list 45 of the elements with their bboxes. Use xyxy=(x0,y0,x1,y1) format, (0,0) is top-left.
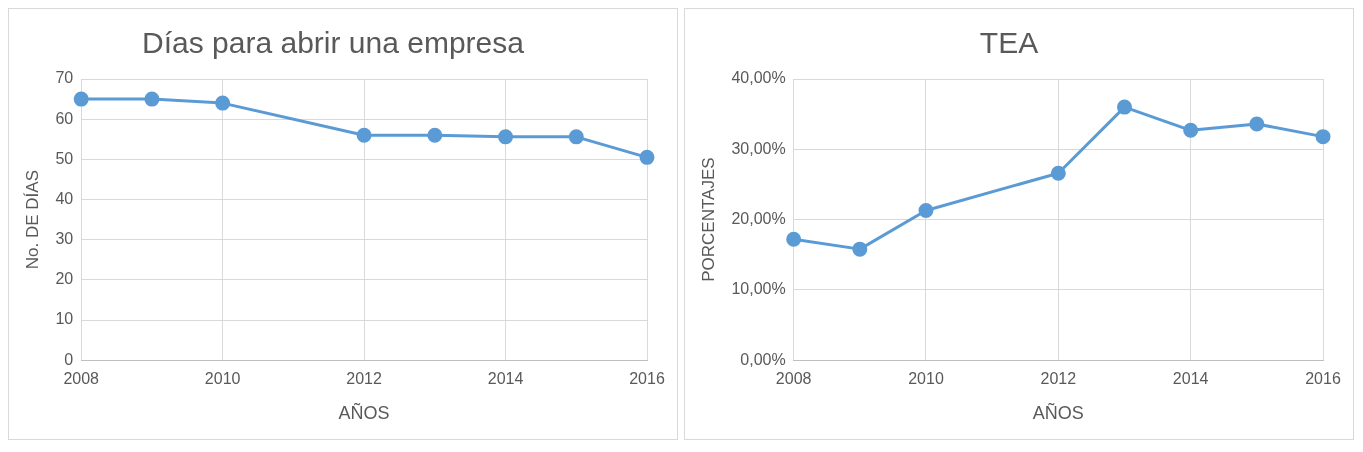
y-tick-label: 40 xyxy=(55,189,74,207)
y-tick-label: 10,00% xyxy=(731,280,786,298)
y-tick-label: 40,00% xyxy=(731,69,786,87)
y-tick-label: 50 xyxy=(55,149,74,167)
x-axis-title: AÑOS xyxy=(1032,402,1084,424)
y-tick-label: 30,00% xyxy=(731,139,786,157)
y-tick-label: 0,00% xyxy=(740,350,786,368)
point xyxy=(1249,116,1265,132)
point xyxy=(356,127,372,143)
point xyxy=(215,95,231,111)
x-tick-label: 2008 xyxy=(63,370,100,388)
point xyxy=(852,241,868,257)
x-axis-title: AÑOS xyxy=(338,402,390,424)
x-tick-label: 2012 xyxy=(346,370,382,388)
point xyxy=(1117,99,1132,115)
x-tick-label: 2010 xyxy=(908,370,944,388)
y-tick-label: 20 xyxy=(55,270,74,288)
point xyxy=(568,129,584,145)
x-tick-label: 2014 xyxy=(1172,370,1209,388)
point xyxy=(918,202,934,218)
x-tick-label: 2014 xyxy=(487,370,524,388)
point xyxy=(144,91,160,107)
point xyxy=(639,149,655,165)
y-tick-label: 60 xyxy=(55,109,74,127)
point xyxy=(427,127,443,143)
x-tick-label: 2016 xyxy=(629,370,665,388)
point xyxy=(786,231,802,247)
y-tick-label: 20,00% xyxy=(731,210,786,228)
point xyxy=(1183,122,1199,138)
x-tick-label: 2016 xyxy=(1305,370,1341,388)
x-tick-label: 2012 xyxy=(1040,370,1077,388)
y-tick-label: 70 xyxy=(55,69,74,87)
y-axis-title: PORCENTAJES xyxy=(698,157,718,282)
x-tick-label: 2008 xyxy=(775,370,812,388)
y-tick-label: 10 xyxy=(55,310,74,328)
y-tick-label: 0 xyxy=(64,350,74,368)
point xyxy=(1050,165,1066,181)
chart-title: TEA xyxy=(979,26,1039,60)
point xyxy=(1315,129,1331,145)
chart-title: Días para abrir una empresa xyxy=(142,26,525,60)
y-tick-label: 30 xyxy=(55,230,74,248)
y-axis-title: No. DE DÍAS xyxy=(22,170,42,270)
point xyxy=(73,91,89,107)
point xyxy=(498,129,514,145)
x-tick-label: 2010 xyxy=(204,370,241,388)
